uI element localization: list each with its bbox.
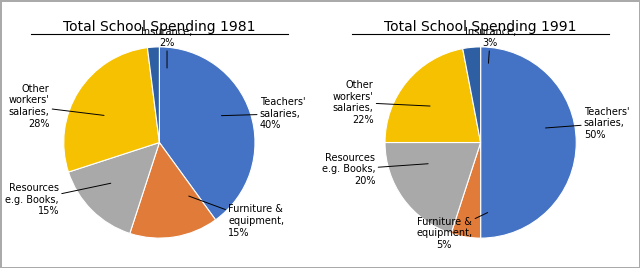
Text: Resources
e.g. Books,
15%: Resources e.g. Books, 15% [5, 183, 111, 217]
Text: Teachers'
salaries,
40%: Teachers' salaries, 40% [221, 97, 305, 131]
Wedge shape [68, 143, 159, 233]
Text: Total School Spending 1981: Total School Spending 1981 [63, 20, 255, 34]
Wedge shape [385, 143, 481, 233]
Text: Insurance,
2%: Insurance, 2% [141, 27, 193, 68]
Text: Insurance,
3%: Insurance, 3% [465, 27, 516, 63]
Text: Furniture &
equipment,
15%: Furniture & equipment, 15% [189, 196, 284, 237]
Text: Other
workers'
salaries,
28%: Other workers' salaries, 28% [8, 84, 104, 129]
Text: Teachers'
salaries,
50%: Teachers' salaries, 50% [545, 107, 629, 140]
Wedge shape [159, 47, 255, 220]
Wedge shape [451, 143, 481, 238]
Wedge shape [481, 47, 576, 238]
Wedge shape [385, 49, 481, 143]
Text: Other
workers'
salaries,
22%: Other workers' salaries, 22% [333, 80, 430, 125]
Text: Furniture &
equipment,
5%: Furniture & equipment, 5% [416, 213, 488, 250]
Wedge shape [147, 47, 159, 143]
Wedge shape [64, 48, 159, 172]
Text: Resources
e.g. Books,
20%: Resources e.g. Books, 20% [322, 153, 428, 186]
Text: Total School Spending 1991: Total School Spending 1991 [385, 20, 577, 34]
Wedge shape [130, 143, 216, 238]
Wedge shape [463, 47, 481, 143]
